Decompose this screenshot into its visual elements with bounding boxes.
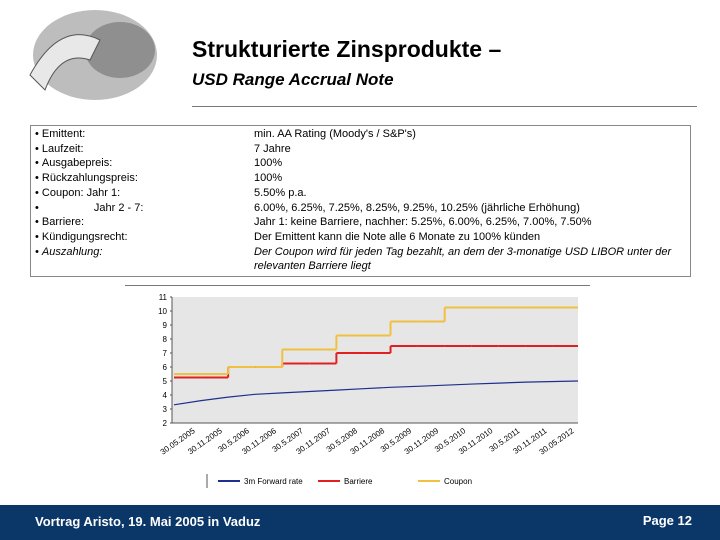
y-tick-label: 5 xyxy=(163,377,168,386)
rule xyxy=(192,106,697,107)
bullet: • xyxy=(35,201,39,214)
term-value: Der Coupon wird für jeden Tag bezahlt, a… xyxy=(254,245,672,273)
y-tick-label: 9 xyxy=(163,321,168,330)
term-label: Emittent: xyxy=(35,127,85,142)
term-value: Jahr 1: keine Barriere, nachher: 5.25%, … xyxy=(254,216,592,229)
legend-label: Barriere xyxy=(344,477,373,486)
footer-text: Vortrag Aristo, 19. Mai 2005 in Vaduz xyxy=(35,514,261,529)
term-label: Kündigungsrecht: xyxy=(35,230,128,245)
term-label: • Jahr 2 - 7: xyxy=(35,201,143,216)
footer xyxy=(0,505,720,540)
term-label: Laufzeit: xyxy=(35,142,84,157)
y-tick-label: 7 xyxy=(163,349,168,358)
y-tick-label: 3 xyxy=(163,405,168,414)
rule xyxy=(125,285,590,286)
term-value: min. AA Rating (Moody's / S&P's) xyxy=(254,128,416,140)
y-tick-label: 2 xyxy=(163,419,168,428)
term-label: Auszahlung: xyxy=(35,245,103,260)
legend-label: Coupon xyxy=(444,477,472,486)
legend-label: 3m Forward rate xyxy=(244,477,303,486)
term-label: Coupon: Jahr 1: xyxy=(35,186,120,201)
term-value: 7 Jahre xyxy=(254,142,291,155)
series-line xyxy=(173,380,579,406)
term-value: 100% xyxy=(254,172,283,185)
terms-box xyxy=(30,125,691,277)
y-tick-label: 8 xyxy=(163,335,168,344)
term-label: Ausgabepreis: xyxy=(35,156,112,171)
header-image xyxy=(29,10,157,100)
term-value: 5.50% p.a. xyxy=(254,186,307,199)
subtitle: USD Range Accrual Note xyxy=(192,70,394,89)
y-tick-label: 6 xyxy=(163,363,168,372)
term-value: 100% xyxy=(254,157,283,170)
term-value: Der Emittent kann die Note alle 6 Monate… xyxy=(254,230,541,243)
page-number: Page 12 xyxy=(642,513,692,528)
y-tick-label: 10 xyxy=(158,307,167,316)
term-label: Barriere: xyxy=(35,215,84,230)
plot-area xyxy=(172,297,578,423)
y-tick-label: 4 xyxy=(163,391,168,400)
term-label: Rückzahlungspreis: xyxy=(35,171,138,186)
term-value: 6.00%, 6.25%, 7.25%, 8.25%, 9.25%, 10.25… xyxy=(254,201,580,214)
y-tick-label: 11 xyxy=(159,293,168,302)
term-label: Jahr 2 - 7: xyxy=(93,201,144,214)
title: Strukturierte Zinsprodukte – xyxy=(192,36,502,62)
